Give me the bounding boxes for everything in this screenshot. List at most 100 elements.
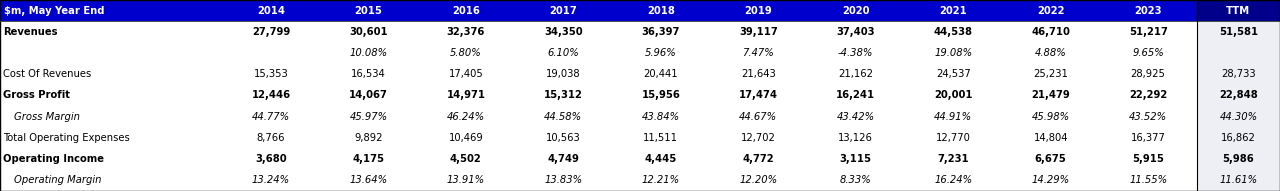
Text: 21,479: 21,479 <box>1032 91 1070 100</box>
Text: 24,537: 24,537 <box>936 69 970 79</box>
Text: 43.42%: 43.42% <box>837 112 874 122</box>
Text: 15,353: 15,353 <box>253 69 288 79</box>
Text: Operating Income: Operating Income <box>3 154 104 164</box>
Text: 11.61%: 11.61% <box>1220 175 1257 185</box>
Text: 15,956: 15,956 <box>641 91 680 100</box>
Text: 13.91%: 13.91% <box>447 175 485 185</box>
Text: 34,350: 34,350 <box>544 27 582 37</box>
Text: 2015: 2015 <box>355 6 383 16</box>
Text: Operating Margin: Operating Margin <box>14 175 101 185</box>
Text: 6.10%: 6.10% <box>548 48 579 58</box>
Bar <box>0 64 1280 85</box>
Text: 7.47%: 7.47% <box>742 48 774 58</box>
Text: 2022: 2022 <box>1037 6 1065 16</box>
Text: 6,675: 6,675 <box>1034 154 1066 164</box>
Text: 45.97%: 45.97% <box>349 112 388 122</box>
Text: 2021: 2021 <box>940 6 968 16</box>
Text: 30,601: 30,601 <box>349 27 388 37</box>
Text: 44.67%: 44.67% <box>739 112 777 122</box>
Text: Gross Profit: Gross Profit <box>3 91 70 100</box>
Bar <box>905 0 1002 21</box>
Text: 3,680: 3,680 <box>255 154 287 164</box>
Text: 4,749: 4,749 <box>548 154 580 164</box>
Text: 2016: 2016 <box>452 6 480 16</box>
Text: 4,445: 4,445 <box>645 154 677 164</box>
Text: -4.38%: -4.38% <box>838 48 873 58</box>
Text: 20,001: 20,001 <box>934 91 973 100</box>
Bar <box>1197 0 1280 21</box>
Text: 10,469: 10,469 <box>448 133 484 143</box>
Text: 5.80%: 5.80% <box>451 48 481 58</box>
Text: 22,292: 22,292 <box>1129 91 1167 100</box>
Text: 2018: 2018 <box>646 6 675 16</box>
Text: 44.77%: 44.77% <box>252 112 291 122</box>
Text: 9.65%: 9.65% <box>1133 48 1164 58</box>
Bar <box>0 0 223 21</box>
Text: 2023: 2023 <box>1134 6 1162 16</box>
Bar <box>223 0 320 21</box>
Text: 44.58%: 44.58% <box>544 112 582 122</box>
Text: 4,175: 4,175 <box>352 154 384 164</box>
Text: 17,405: 17,405 <box>448 69 484 79</box>
Bar <box>709 0 806 21</box>
Bar <box>1197 149 1280 170</box>
Text: 12.21%: 12.21% <box>641 175 680 185</box>
Text: Gross Margin: Gross Margin <box>14 112 79 122</box>
Text: 3,115: 3,115 <box>840 154 872 164</box>
Text: 36,397: 36,397 <box>641 27 680 37</box>
Text: 44.30%: 44.30% <box>1220 112 1257 122</box>
Bar <box>1100 0 1197 21</box>
Text: 16,241: 16,241 <box>836 91 876 100</box>
Bar <box>0 85 1280 106</box>
Bar <box>806 0 905 21</box>
Text: 21,162: 21,162 <box>838 69 873 79</box>
Text: 51,217: 51,217 <box>1129 27 1167 37</box>
Bar <box>0 106 1280 127</box>
Bar <box>1197 85 1280 106</box>
Text: 2019: 2019 <box>745 6 772 16</box>
Bar <box>320 0 417 21</box>
Text: 13,126: 13,126 <box>838 133 873 143</box>
Text: 16,862: 16,862 <box>1221 133 1256 143</box>
Text: 13.83%: 13.83% <box>544 175 582 185</box>
Bar <box>1197 64 1280 85</box>
Text: 11.55%: 11.55% <box>1129 175 1167 185</box>
Text: 10,563: 10,563 <box>547 133 581 143</box>
Text: 39,117: 39,117 <box>739 27 778 37</box>
Text: 14,804: 14,804 <box>1033 133 1068 143</box>
Bar <box>0 127 1280 149</box>
Text: 46,710: 46,710 <box>1032 27 1070 37</box>
Text: 4,502: 4,502 <box>451 154 481 164</box>
Text: Total Operating Expenses: Total Operating Expenses <box>3 133 129 143</box>
Text: 12,702: 12,702 <box>741 133 776 143</box>
Text: 12,446: 12,446 <box>251 91 291 100</box>
Text: 15,312: 15,312 <box>544 91 582 100</box>
Text: 17,474: 17,474 <box>739 91 778 100</box>
Text: 44,538: 44,538 <box>933 27 973 37</box>
Text: 7,231: 7,231 <box>937 154 969 164</box>
Bar <box>1197 127 1280 149</box>
Text: 13.24%: 13.24% <box>252 175 291 185</box>
Bar <box>515 0 612 21</box>
Text: 9,892: 9,892 <box>355 133 383 143</box>
Text: 4.88%: 4.88% <box>1034 48 1066 58</box>
Text: 32,376: 32,376 <box>447 27 485 37</box>
Text: 14,067: 14,067 <box>349 91 388 100</box>
Text: 37,403: 37,403 <box>836 27 876 37</box>
Text: 8.33%: 8.33% <box>840 175 872 185</box>
Text: TTM: TTM <box>1226 6 1251 16</box>
Text: 4,772: 4,772 <box>742 154 774 164</box>
Text: 46.24%: 46.24% <box>447 112 485 122</box>
Text: 44.91%: 44.91% <box>934 112 973 122</box>
Bar <box>0 170 1280 191</box>
Text: 22,848: 22,848 <box>1219 91 1258 100</box>
Bar <box>0 149 1280 170</box>
Text: 19,038: 19,038 <box>547 69 581 79</box>
Bar <box>417 0 515 21</box>
Text: 12,770: 12,770 <box>936 133 970 143</box>
Text: 5,986: 5,986 <box>1222 154 1254 164</box>
Text: 11,511: 11,511 <box>644 133 678 143</box>
Text: $m, May Year End: $m, May Year End <box>4 6 105 16</box>
Text: 19.08%: 19.08% <box>934 48 973 58</box>
Text: 2014: 2014 <box>257 6 285 16</box>
